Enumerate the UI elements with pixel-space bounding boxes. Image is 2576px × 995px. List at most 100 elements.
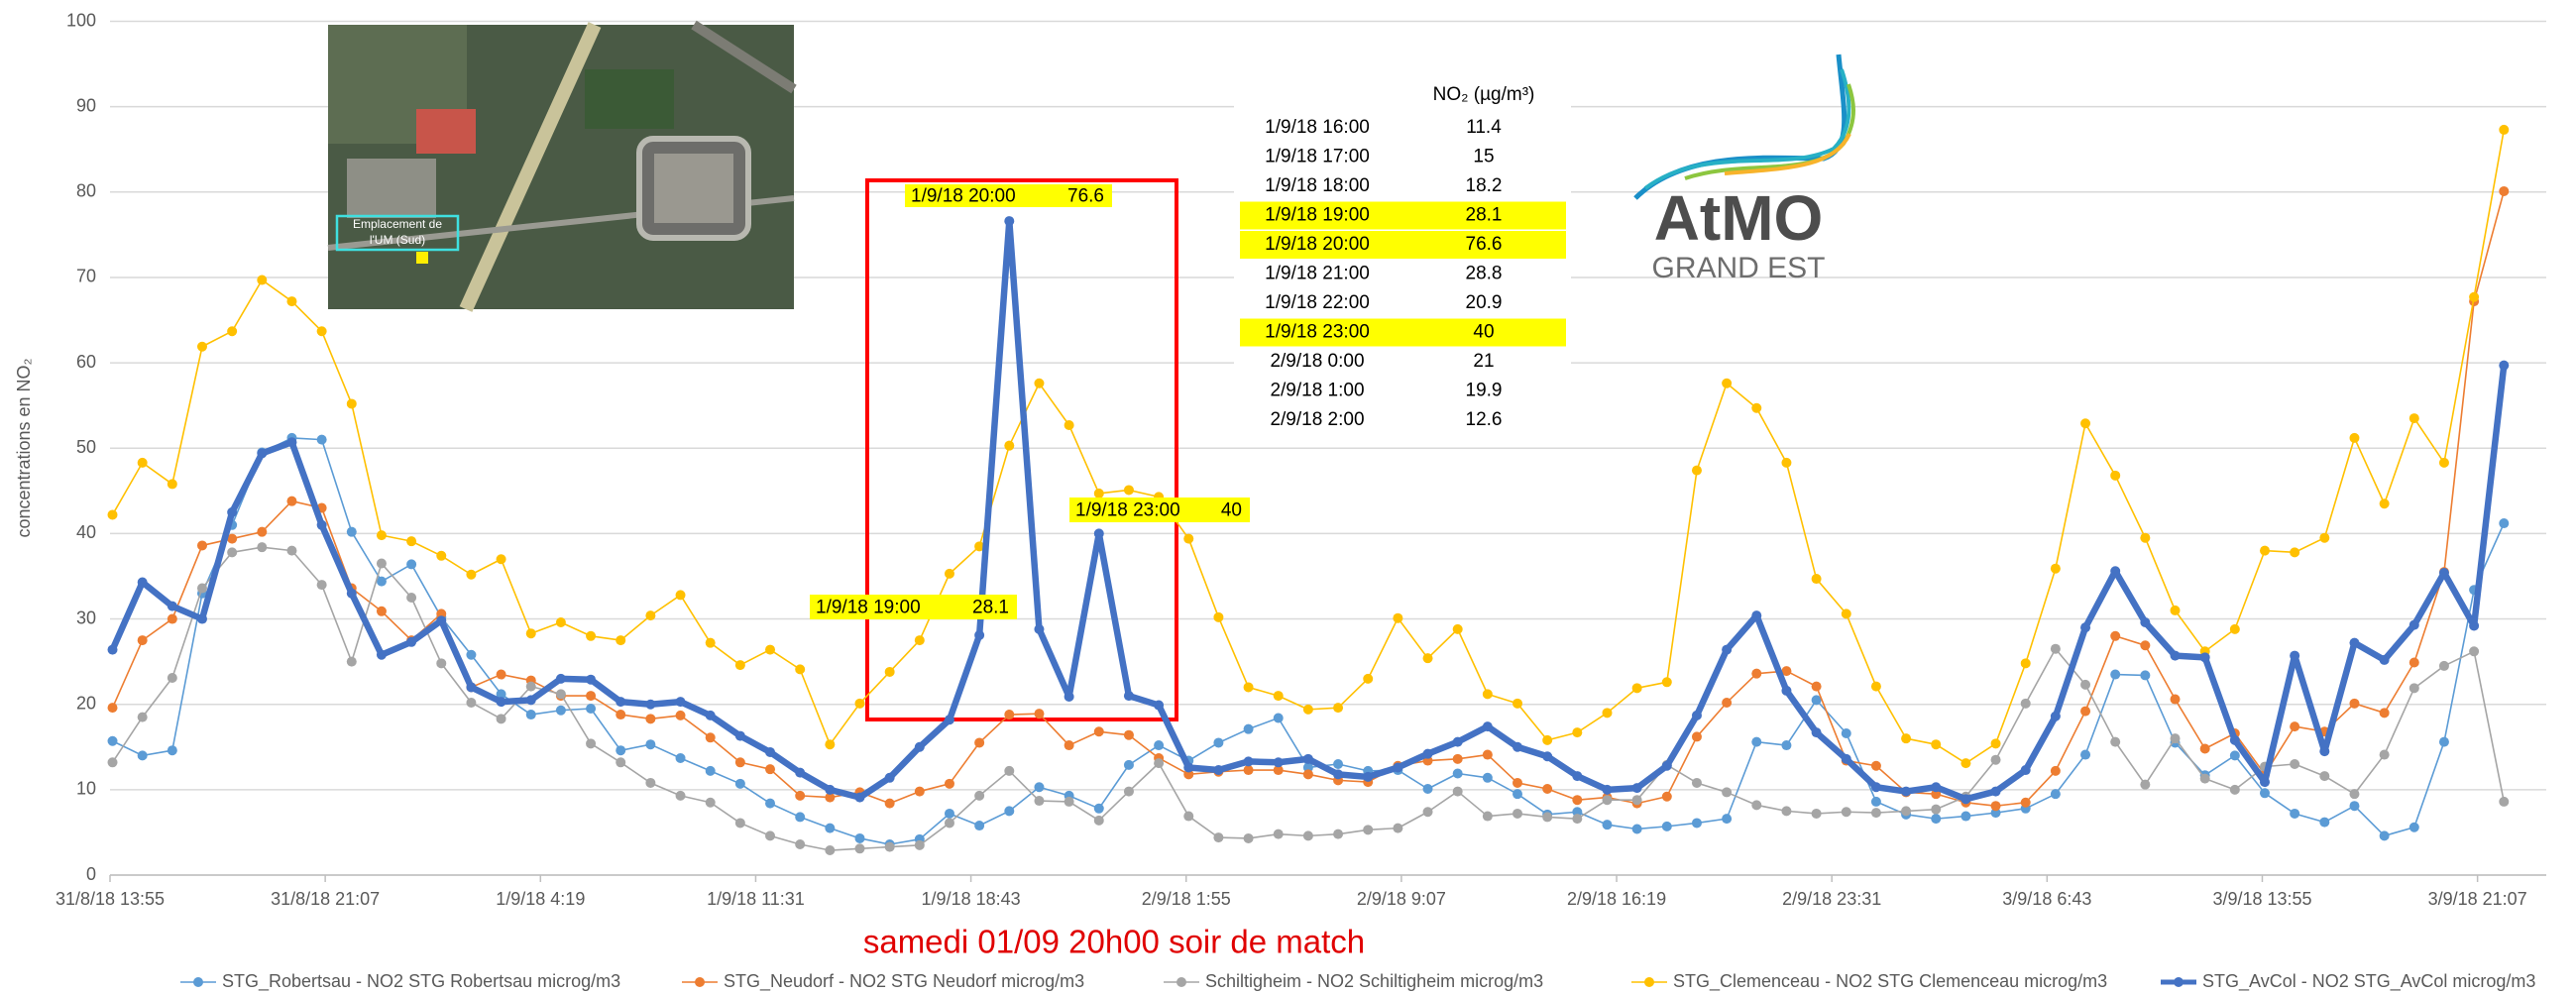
data-point: [1034, 782, 1044, 792]
data-point: [1692, 818, 1702, 828]
data-point: [406, 559, 416, 569]
data-point: [2380, 830, 2390, 840]
data-point: [1124, 787, 1134, 797]
data-point: [1244, 682, 1254, 692]
x-tick-label: 2/9/18 16:19: [1567, 889, 1666, 909]
data-point: [1183, 812, 1193, 822]
data-point: [1244, 756, 1254, 766]
data-point: [2171, 695, 2181, 705]
data-point: [2319, 533, 2329, 543]
data-point: [257, 527, 267, 537]
highlight-box: [867, 180, 1176, 719]
data-point: [1453, 754, 1463, 764]
data-point: [1842, 807, 1851, 817]
annotation: 1/9/18 19:0028.1: [810, 595, 1017, 619]
data-point: [1931, 782, 1941, 792]
table-cell: 11.4: [1466, 117, 1502, 138]
data-point: [706, 638, 716, 648]
data-point: [1781, 806, 1791, 816]
table-cell: 28.1: [1466, 205, 1503, 226]
data-point: [945, 779, 954, 789]
table-cell: 18.2: [1466, 175, 1503, 196]
page-body: {"chart_data": { "type": "line", "subtit…: [0, 0, 2576, 995]
data-point: [108, 703, 118, 713]
table-cell: 20.9: [1466, 292, 1503, 313]
data-point: [1483, 812, 1493, 822]
data-point: [2171, 651, 2181, 661]
data-point: [2380, 708, 2390, 718]
data-point: [2021, 765, 2031, 775]
table-cell: 2/9/18 1:00: [1270, 381, 1364, 401]
data-point: [586, 675, 596, 685]
data-point: [1662, 677, 1672, 687]
data-point: [2140, 640, 2150, 650]
data-point: [885, 667, 895, 677]
data-point: [706, 732, 716, 742]
data-point: [406, 637, 416, 647]
data-point: [1034, 379, 1044, 388]
data-point: [1722, 379, 1732, 388]
data-point: [1632, 795, 1642, 805]
data-point: [2290, 759, 2299, 769]
data-point: [616, 697, 625, 707]
data-point: [1602, 785, 1612, 795]
data-point: [855, 833, 865, 843]
data-point: [2499, 125, 2509, 135]
annotation-label: 1/9/18 23:00: [1075, 500, 1180, 521]
data-point: [735, 757, 745, 767]
data-point: [257, 542, 267, 552]
data-point: [2140, 533, 2150, 543]
y-tick-label: 0: [86, 864, 96, 884]
data-point: [1124, 485, 1134, 495]
data-point: [855, 699, 865, 709]
data-point: [765, 747, 775, 757]
data-point: [197, 614, 207, 624]
data-point: [1154, 740, 1164, 750]
data-point: [706, 766, 716, 776]
data-point: [1483, 773, 1493, 783]
data-point: [765, 799, 775, 809]
data-point: [1213, 765, 1223, 775]
data-point: [108, 757, 118, 767]
data-point: [1692, 466, 1702, 476]
data-point: [1751, 669, 1761, 679]
data-point: [855, 793, 865, 803]
table-cell: 15: [1473, 147, 1494, 167]
data-point: [168, 745, 177, 755]
data-point: [2051, 789, 2061, 799]
data-point: [1064, 797, 1074, 807]
data-point: [526, 695, 536, 705]
data-point: [1572, 727, 1582, 737]
data-point: [2290, 651, 2299, 661]
legend-item: STG_Neudorf - NO2 STG Neudorf microg/m3: [682, 971, 1084, 992]
legend-label: STG_Clemenceau - NO2 STG Clemenceau micr…: [1673, 971, 2107, 992]
data-point: [227, 326, 237, 336]
data-point: [2051, 644, 2061, 654]
data-point: [974, 737, 984, 747]
table-cell: 28.8: [1466, 264, 1503, 284]
data-point: [138, 458, 148, 468]
data-point: [645, 700, 655, 710]
data-point: [1333, 759, 1343, 769]
data-point: [915, 742, 925, 752]
data-point: [108, 736, 118, 746]
data-point: [795, 768, 805, 778]
data-point: [286, 437, 296, 447]
data-point: [138, 750, 148, 760]
data-point: [645, 739, 655, 749]
data-point: [1572, 814, 1582, 824]
table-cell: 2/9/18 0:00: [1270, 351, 1364, 372]
data-point: [1871, 682, 1881, 692]
data-point: [676, 711, 686, 720]
data-point: [2499, 518, 2509, 528]
data-point: [2080, 750, 2090, 760]
data-point: [1692, 711, 1702, 720]
data-point: [2051, 712, 2061, 721]
data-point: [825, 845, 835, 855]
legend-label: Schiltigheim - NO2 Schiltigheim microg/m…: [1205, 971, 1543, 991]
data-point: [197, 540, 207, 550]
data-point: [2409, 823, 2419, 832]
data-point: [108, 645, 118, 655]
data-point: [825, 739, 835, 749]
data-point: [1483, 750, 1493, 760]
